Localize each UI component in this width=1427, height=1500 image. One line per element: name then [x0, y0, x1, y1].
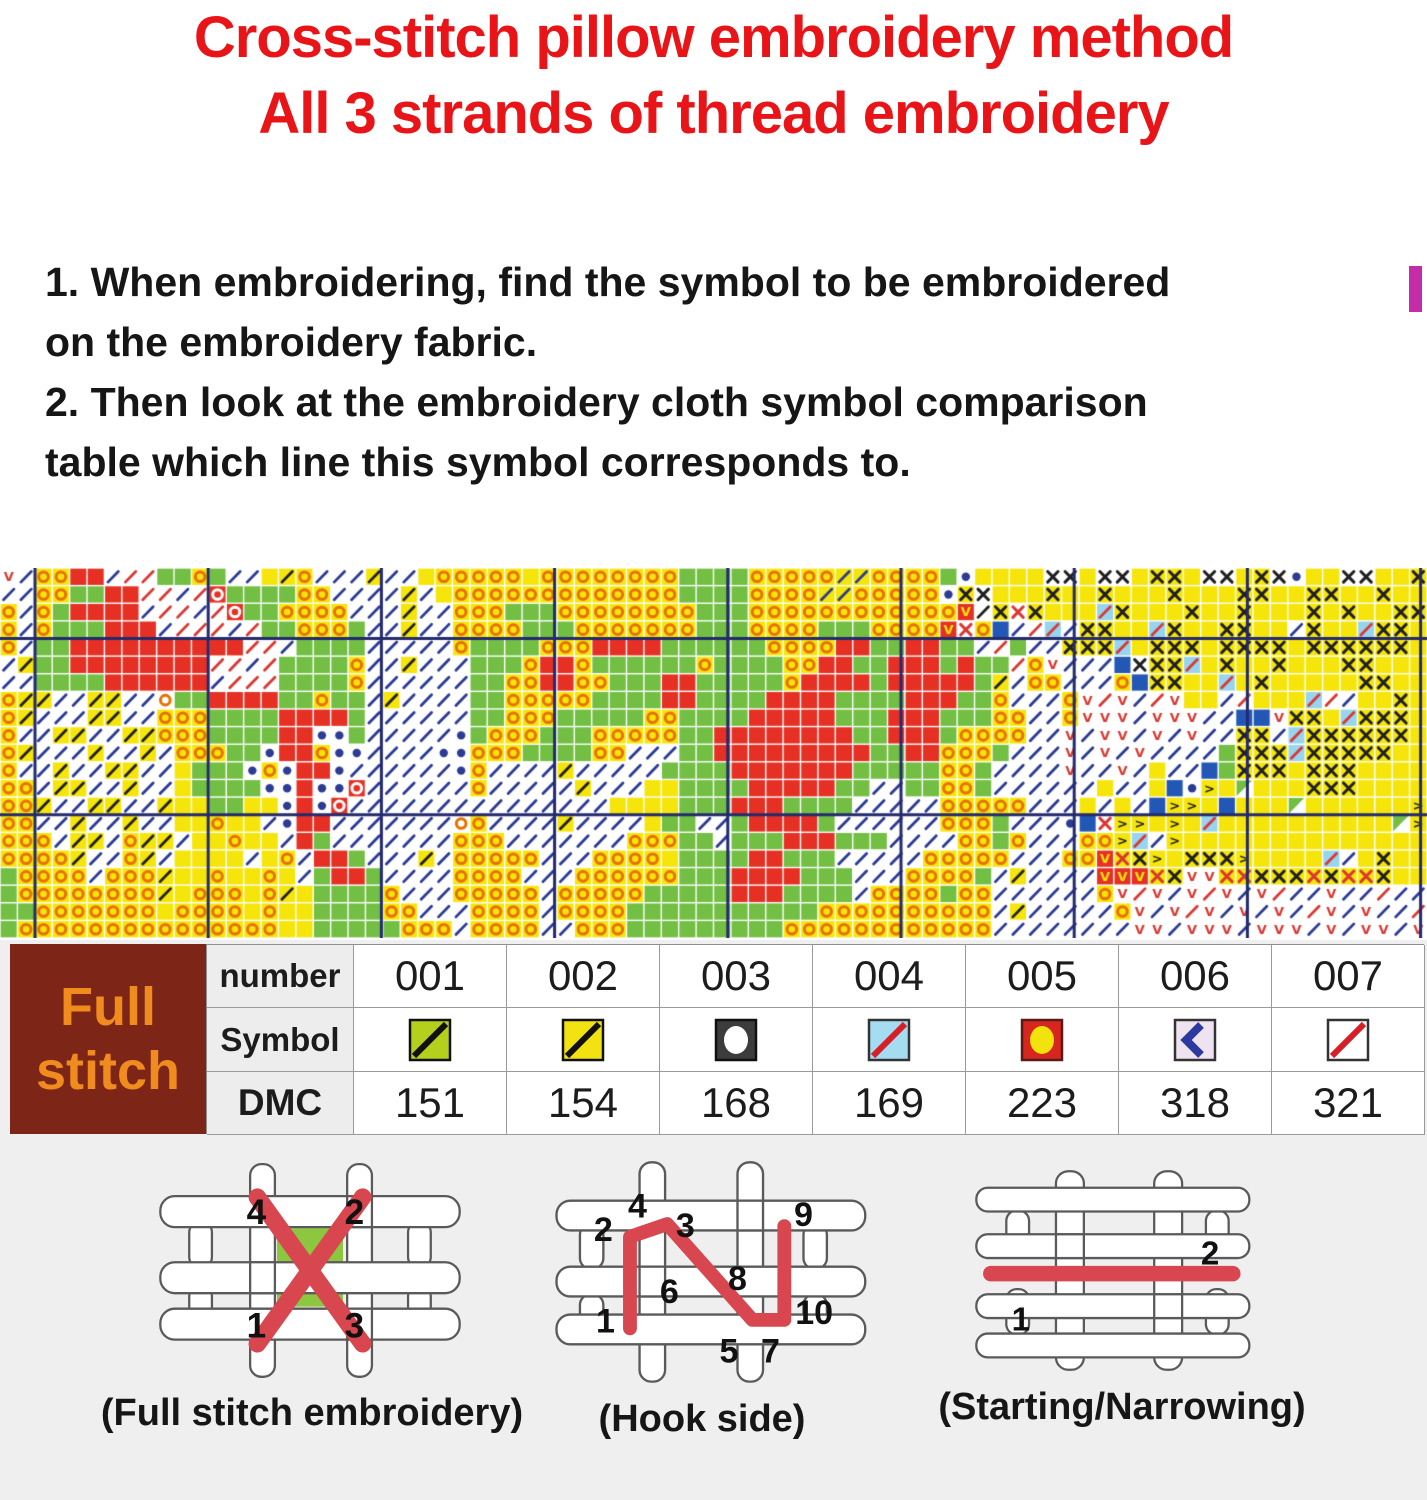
stitch-point-label: 8 [728, 1260, 747, 1298]
legend-symbol-white-red-diagonal [1326, 1018, 1370, 1061]
legend-symbol-cell [813, 1008, 966, 1072]
stitch-point-label: 1 [247, 1307, 267, 1346]
corner-label-line-2: stitch [35, 1041, 181, 1101]
legend-dmc-cell: 154 [507, 1071, 660, 1135]
legend-dmc-cell: 169 [813, 1071, 966, 1135]
corner-label-line-1: Full [60, 977, 156, 1037]
diagram-caption: (Hook side) [598, 1398, 806, 1440]
fabric-thread-over [1153, 1293, 1184, 1320]
full-stitch-diagram: 4 2 1 3 [159, 1163, 461, 1378]
stitch-point-label: 3 [345, 1307, 365, 1346]
legend-number-cell: 007 [1272, 945, 1425, 1009]
title-line-1: Cross-stitch pillow embroidery method [193, 5, 1234, 70]
legend-dmc-cell: 318 [1119, 1071, 1272, 1135]
legend-number-cell: 005 [966, 945, 1119, 1009]
legend-symbol-cell [1119, 1008, 1272, 1072]
legend-dmc-cell: 168 [660, 1071, 813, 1135]
legend-symbol-red-yellow-circle [1020, 1018, 1064, 1061]
fabric-thread [975, 1233, 1251, 1260]
legend-symbol-yellow-black-diagonal [561, 1018, 605, 1061]
stitch-point-label: 2 [594, 1211, 613, 1249]
legend-dmc-cell: 151 [354, 1071, 507, 1135]
fabric-thread-over [248, 1261, 277, 1295]
legend-symbol-cell [354, 1008, 507, 1072]
starting-narrowing-diagram: 2 1 [975, 1170, 1251, 1371]
legend-number-cell: 001 [354, 945, 507, 1009]
stitch-point-label: 5 [719, 1332, 738, 1370]
fabric-thread [975, 1332, 1251, 1359]
legend-number-cell: 003 [660, 945, 813, 1009]
stitch-point-label: 9 [794, 1196, 813, 1234]
legend-symbol-cell [507, 1008, 660, 1072]
title-line-2: All 3 strands of thread embroidery [258, 81, 1169, 146]
magenta-edge-mark [1409, 266, 1422, 312]
instruction-line: table which line this symbol corresponds… [45, 439, 911, 485]
stitch-point-label: 7 [761, 1332, 780, 1370]
cross-stitch-pattern-chart [0, 568, 1427, 938]
stitch-point-label: 4 [628, 1188, 647, 1226]
fabric-thread-over [736, 1199, 765, 1232]
legend-number-cell: 004 [813, 945, 966, 1009]
fabric-thread [159, 1307, 461, 1341]
stitch-point-label: 6 [660, 1273, 679, 1311]
instructions: 1. When embroidering, find the symbol to… [45, 252, 1425, 492]
legend-header-dmc: DMC [207, 1071, 354, 1135]
legend-symbol-dark-white-circle [714, 1018, 758, 1061]
stitch-point-label: 1 [596, 1303, 615, 1341]
legend-dmc-cell: 223 [966, 1071, 1119, 1135]
fabric-thread [159, 1195, 461, 1229]
legend-symbol-chartreuse-black-diagonal [408, 1018, 452, 1061]
legend-header-symbol: Symbol [207, 1008, 354, 1072]
diagram-caption: (Full stitch embroidery) [100, 1392, 524, 1434]
stitch-point-label: 10 [795, 1294, 833, 1332]
legend-dmc-cell: 321 [1272, 1071, 1425, 1135]
fabric-thread [975, 1186, 1251, 1213]
legend-header-number: number [207, 945, 354, 1009]
hook-side-diagram: 2 4 3 9 6 8 1 5 7 10 [555, 1161, 867, 1383]
symbol-legend-table: number 001 002 003 004 005 006 007 Symbol DMC 151 1… [206, 944, 1425, 1135]
stitch-point-label: 1 [1012, 1301, 1030, 1338]
stitch-point-label: 2 [1201, 1235, 1219, 1272]
red-hook-stitch-path [623, 1217, 792, 1336]
fabric-thread [406, 1220, 432, 1269]
full-stitch-corner-label: Full stitch [10, 944, 206, 1134]
legend-number-cell: 002 [507, 945, 660, 1009]
legend-symbol-skyblue-red-diagonal [867, 1018, 911, 1061]
fabric-thread-over [638, 1265, 667, 1298]
red-cross-stitch [248, 1188, 372, 1353]
page-title: Cross-stitch pillow embroidery method Al… [0, 0, 1427, 152]
legend-symbol-cell [660, 1008, 813, 1072]
stitch-point-label: 3 [676, 1207, 695, 1245]
legend-symbol-cell [966, 1008, 1119, 1072]
stitch-point-label: 4 [247, 1193, 267, 1232]
fabric-thread-over [1054, 1233, 1086, 1260]
instruction-line: 1. When embroidering, find the symbol to… [45, 259, 1171, 305]
fabric-thread [188, 1220, 214, 1269]
legend-symbol-cell [1272, 1008, 1425, 1072]
instruction-line: 2. Then look at the embroidery cloth sym… [45, 379, 1148, 425]
diagram-caption: (Starting/Narrowing) [938, 1386, 1306, 1428]
legend-symbol-lavender-blue-chevron [1173, 1018, 1217, 1061]
legend-number-cell: 006 [1119, 945, 1272, 1009]
stitch-point-label: 2 [345, 1193, 365, 1232]
instruction-line: on the embroidery fabric. [45, 319, 538, 365]
